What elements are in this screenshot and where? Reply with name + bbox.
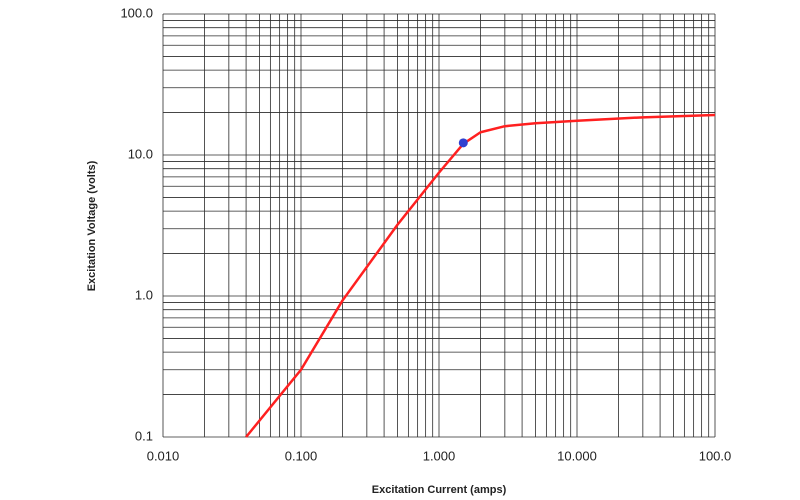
y-axis-title: Excitation Voltage (volts) xyxy=(86,160,98,291)
x-tick-label: 10.000 xyxy=(557,448,597,463)
x-tick-label: 0.100 xyxy=(285,448,318,463)
x-tick-label: 0.010 xyxy=(147,448,180,463)
x-tick-label: 1.000 xyxy=(423,448,456,463)
y-tick-label: 1.0 xyxy=(135,287,153,302)
y-tick-label: 10.0 xyxy=(128,146,153,161)
x-axis-title: Excitation Current (amps) xyxy=(372,484,507,496)
x-tick-label: 100.0 xyxy=(699,448,732,463)
data-line xyxy=(245,113,716,438)
y-tick-label: 100.0 xyxy=(120,5,153,20)
y-tick-label: 0.1 xyxy=(135,428,153,443)
data-point xyxy=(458,138,468,148)
